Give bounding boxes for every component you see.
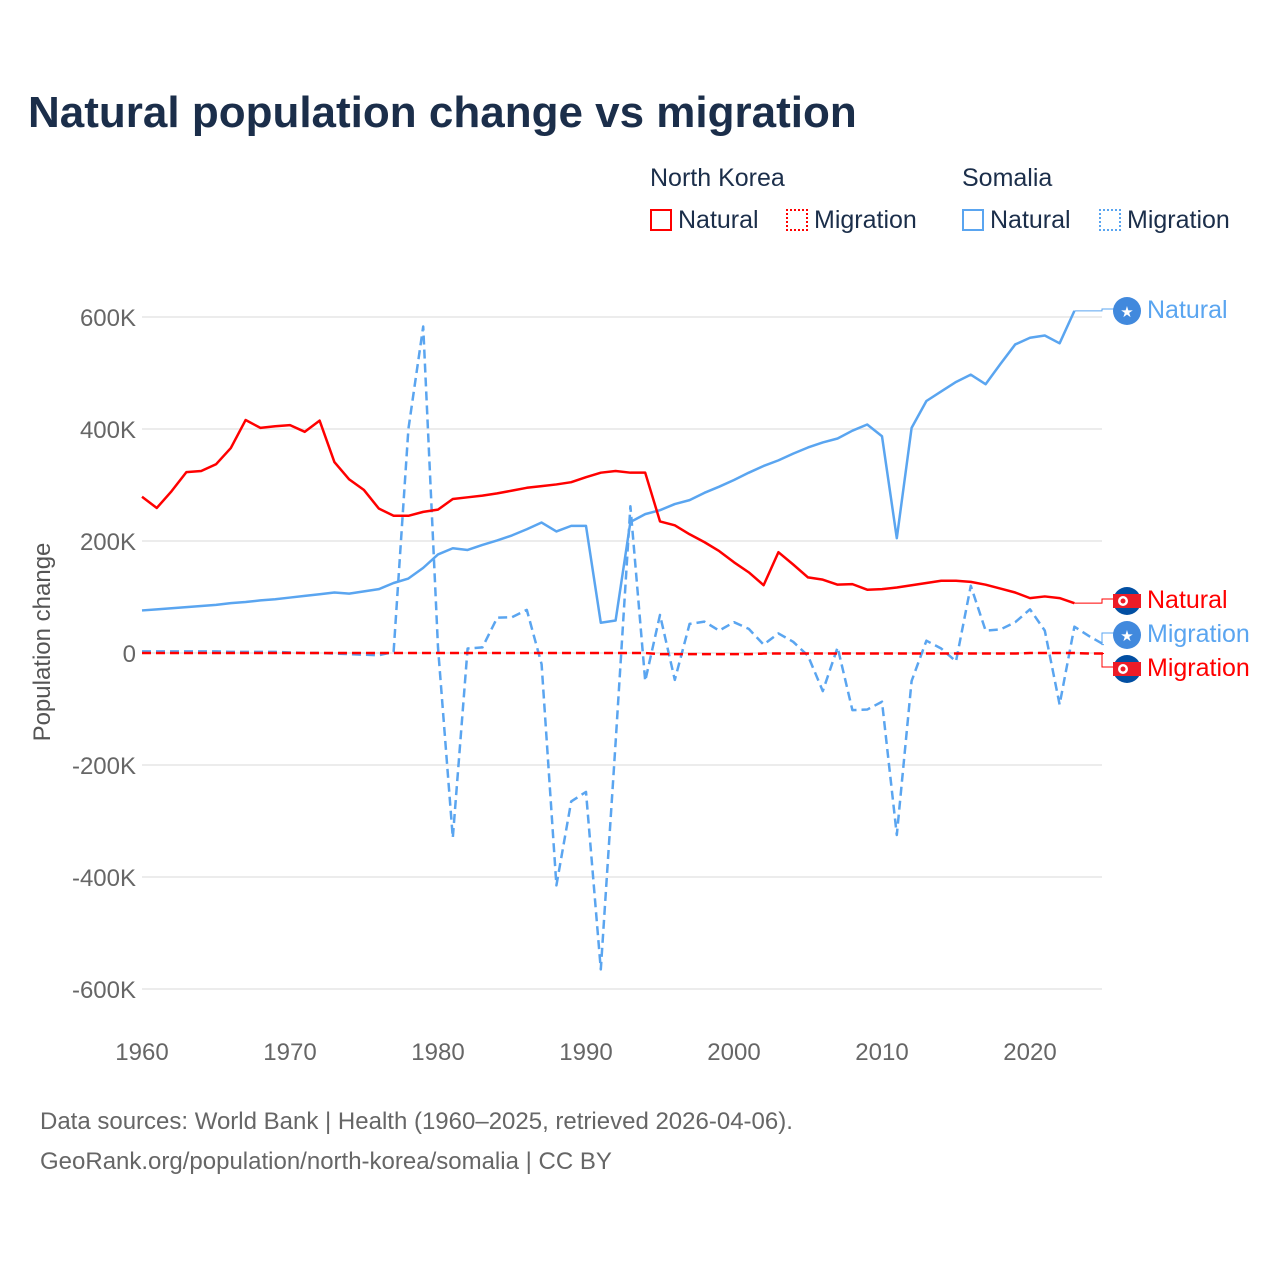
series-end-label: Migration <box>1147 620 1250 648</box>
series-line-north-korea-migration <box>142 651 1104 656</box>
legend-label: Natural <box>678 206 759 234</box>
x-tick-label: 2000 <box>707 1039 760 1066</box>
y-tick-label: -600K <box>72 977 136 1004</box>
legend-label: Migration <box>814 206 917 234</box>
legend-group-somalia: Somalia <box>962 164 1053 192</box>
dotted-swatch-icon <box>786 209 808 231</box>
somalia-flag-icon: ★ <box>1113 621 1141 649</box>
legend-label: Migration <box>1127 206 1230 234</box>
series-end-label: Natural <box>1147 586 1228 614</box>
north-korea-flag-icon <box>1113 655 1141 683</box>
series-end-label: Natural <box>1147 296 1228 324</box>
label-connector <box>1074 308 1114 312</box>
solid-swatch-icon <box>962 209 984 231</box>
x-tick-label: 1960 <box>115 1039 168 1066</box>
y-tick-label: 600K <box>80 305 136 332</box>
x-tick-label: 1980 <box>411 1039 464 1066</box>
y-tick-label: -200K <box>72 753 136 780</box>
legend-item-so-migration[interactable]: Migration <box>1099 206 1230 235</box>
legend-item-nk-natural[interactable]: Natural <box>650 206 759 235</box>
solid-swatch-icon <box>650 209 672 231</box>
label-connector <box>1074 598 1114 604</box>
label-connector <box>1101 653 1114 668</box>
y-tick-label: 0 <box>123 641 136 668</box>
series-line-somalia-natural <box>141 310 1076 625</box>
legend-label: Natural <box>990 206 1071 234</box>
x-tick-label: 2020 <box>1003 1039 1056 1066</box>
svg-text:★: ★ <box>1120 628 1133 645</box>
footer-sources: Data sources: World Bank | Health (1960–… <box>40 1108 793 1135</box>
y-tick-label: 200K <box>80 529 136 556</box>
y-tick-label: -400K <box>72 865 136 892</box>
north-korea-flag-icon <box>1113 587 1141 615</box>
series-line-north-korea-natural <box>141 418 1075 605</box>
y-axis-label: Population change <box>29 543 56 742</box>
legend-item-nk-migration[interactable]: Migration <box>786 206 917 235</box>
footer-credit: GeoRank.org/population/north-korea/somal… <box>40 1148 612 1175</box>
label-connector <box>1101 632 1114 646</box>
y-tick-label: 400K <box>80 417 136 444</box>
series-line-somalia-migration <box>142 325 1105 971</box>
legend-item-so-natural[interactable]: Natural <box>962 206 1071 235</box>
x-tick-label: 1970 <box>263 1039 316 1066</box>
x-tick-label: 2010 <box>855 1039 908 1066</box>
svg-text:★: ★ <box>1120 304 1133 321</box>
legend-group-north-korea: North Korea <box>650 164 785 192</box>
dotted-swatch-icon <box>1099 209 1121 231</box>
somalia-flag-icon: ★ <box>1113 297 1141 325</box>
x-tick-label: 1990 <box>559 1039 612 1066</box>
chart-title: Natural population change vs migration <box>28 88 857 137</box>
series-end-label: Migration <box>1147 654 1250 682</box>
